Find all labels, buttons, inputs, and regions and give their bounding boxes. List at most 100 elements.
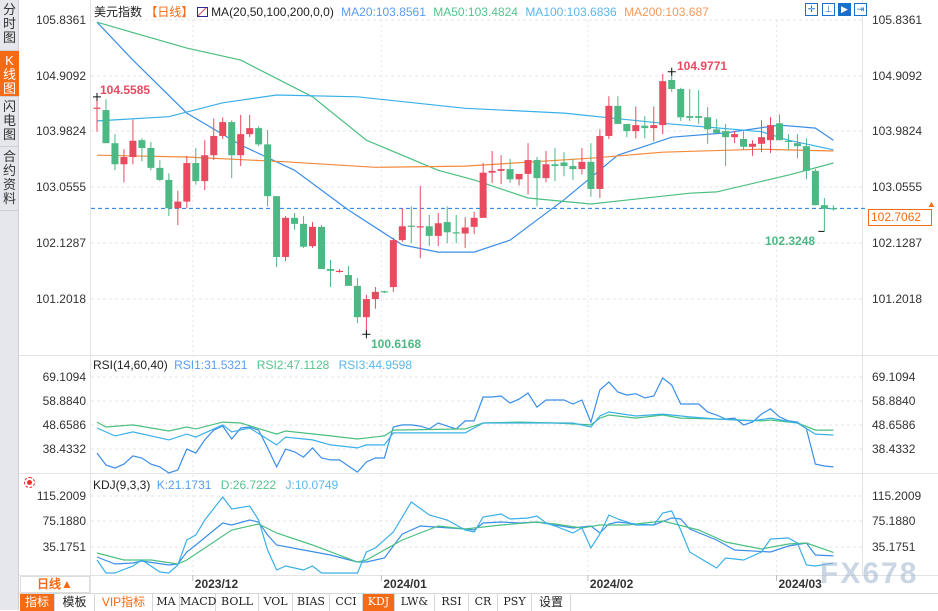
axis-divider-left <box>90 0 91 593</box>
ma-params[interactable]: MA(20,50,100,200,0,0) <box>211 5 334 19</box>
toolbar-item-macd[interactable]: MACD <box>180 594 216 611</box>
candle-body <box>443 222 451 233</box>
candle-body <box>434 223 442 236</box>
candle-body <box>416 226 424 228</box>
candle-body <box>255 128 263 145</box>
toolbar-item-ma[interactable]: MA <box>153 594 180 611</box>
candle-body <box>192 163 200 182</box>
toolbar-item-bias[interactable]: BIAS <box>293 594 330 611</box>
candle-body <box>740 138 748 147</box>
watermark-logo: FX678 <box>820 557 919 590</box>
candle-body <box>362 299 370 318</box>
candle-body <box>829 208 837 210</box>
candle-body <box>820 205 828 209</box>
sidebar-tab-flash[interactable]: 闪电图 <box>0 97 19 147</box>
d-value: D:26.7222 <box>220 478 277 492</box>
toolbar-item-rsi[interactable]: RSI <box>435 594 469 611</box>
y-tick-left: 103.9824 <box>35 124 86 138</box>
kdj-tick-right: 75.1880 <box>872 514 916 528</box>
sidebar-tab-kline[interactable]: K线图 <box>0 51 19 97</box>
candle-body <box>120 157 128 165</box>
rsi2-line <box>96 414 834 440</box>
candle-body <box>578 161 586 170</box>
kdj-params[interactable]: KDJ(9,3,3) <box>93 478 151 492</box>
candle-body <box>371 291 379 300</box>
kdj-tick-left: 35.1751 <box>42 540 86 554</box>
rsi-tick-right: 48.6586 <box>872 418 916 432</box>
scroll-up-icon[interactable]: ▲ <box>927 199 936 209</box>
candle-body <box>560 162 568 167</box>
low-right-label: 102.3248 <box>765 234 816 248</box>
toolbar-item-cr[interactable]: CR <box>469 594 498 611</box>
kdj-tick-left: 115.2009 <box>36 489 86 503</box>
candle-body <box>147 147 155 168</box>
high-marker-left <box>93 92 101 101</box>
rsi3-line <box>96 411 834 449</box>
high-left-label: 104.5585 <box>100 83 151 97</box>
toolbar-item-[interactable]: 模板 <box>55 594 95 611</box>
candle-body <box>407 225 415 227</box>
candle-body <box>102 110 110 144</box>
candle-body <box>515 173 523 180</box>
candle-body <box>731 134 739 138</box>
crosshair-icon[interactable]: ✛ <box>805 3 818 16</box>
toolbar-item-[interactable]: 设置 <box>532 594 571 611</box>
panel-divider <box>19 355 938 356</box>
candle-body <box>497 169 505 171</box>
kdj-tick-left: 75.1880 <box>42 514 86 528</box>
period-low-label: 100.6168 <box>371 337 422 351</box>
ma20-value: MA20:103.8561 <box>341 5 426 19</box>
toolbar-item-cci[interactable]: CCI <box>330 594 363 611</box>
candle-body <box>587 161 595 189</box>
candle-body <box>704 117 712 130</box>
toolbar-item-vip[interactable]: VIP指标 <box>95 594 153 611</box>
candle-body <box>219 122 227 136</box>
sidebar-tab-timeshare[interactable]: 分时图 <box>0 0 19 51</box>
candle-body <box>596 135 604 189</box>
toolbar-item-boll[interactable]: BOLL <box>216 594 259 611</box>
rsi-tick-left: 58.8840 <box>42 394 86 408</box>
exit-icon[interactable]: ⇥ <box>854 3 867 16</box>
candle-body <box>389 240 397 288</box>
indicator-chart-icon[interactable] <box>196 7 208 17</box>
toolbar-item-[interactable]: 指标 <box>20 594 55 611</box>
candle-body <box>273 196 281 257</box>
candle-body <box>326 269 334 271</box>
x-tick: 2023/12 <box>194 577 239 591</box>
candle-body <box>380 291 388 293</box>
range-icon[interactable]: ⊥ <box>822 3 835 16</box>
y-tick-left: 101.2018 <box>35 292 86 306</box>
toolbar-item-psy[interactable]: PSY <box>498 594 532 611</box>
candle-body <box>291 217 299 224</box>
chart-header: 美元指数 【日线】 MA(20,50,100,200,0,0) MA20:103… <box>94 3 709 20</box>
period-label: 【日线】 <box>145 5 194 19</box>
rsi1-value: RSI1:31.5321 <box>174 358 248 372</box>
toolbar-item-kdj[interactable]: KDJ <box>363 594 395 611</box>
rsi-tick-right: 58.8840 <box>872 394 916 408</box>
toolbar-item-vol[interactable]: VOL <box>259 594 293 611</box>
candle-body <box>793 143 801 147</box>
rsi-params[interactable]: RSI(14,60,40) <box>93 358 168 372</box>
rsi2-value: RSI2:47.1128 <box>256 358 330 372</box>
candle-body <box>129 140 137 158</box>
indicator-settings-icon[interactable] <box>24 477 35 488</box>
y-tick-right: 102.1287 <box>872 236 923 250</box>
candle-body <box>614 105 622 124</box>
last-price-box: 102.7062 <box>868 209 932 226</box>
candle-body <box>300 223 308 247</box>
toolbar-item-lw[interactable]: LW& <box>395 594 435 611</box>
x-tick: 2024/03 <box>778 577 822 591</box>
candle-body <box>318 226 325 270</box>
period-selector[interactable]: 日线▲ <box>20 576 90 593</box>
candle-body <box>353 285 361 318</box>
y-tick-right: 101.2018 <box>872 292 923 306</box>
j-value: J:10.0749 <box>285 478 339 492</box>
candle-body <box>686 116 694 118</box>
sidebar-tab-contract-info[interactable]: 合约资料 <box>0 147 19 211</box>
play-icon[interactable]: ▶ <box>838 3 851 16</box>
candle-body <box>605 105 613 136</box>
chart-canvas[interactable] <box>0 0 938 593</box>
candle-body <box>775 123 783 141</box>
candle-body <box>246 128 254 135</box>
candle-body <box>282 217 290 257</box>
